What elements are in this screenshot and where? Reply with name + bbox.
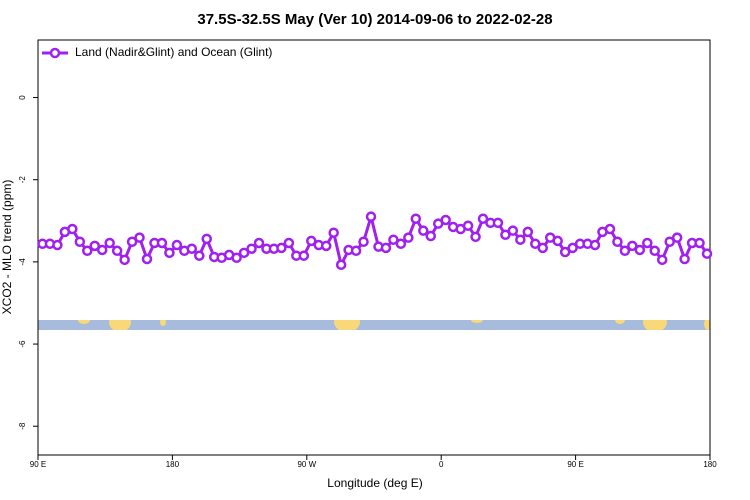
legend-label: Land (Nadir&Glint) and Ocean (Glint) — [75, 45, 272, 59]
data-point — [320, 240, 332, 252]
x-axis-label: Longitude (deg E) — [327, 476, 422, 490]
data-point — [74, 236, 86, 247]
x-tick-label: 180 — [166, 460, 180, 469]
data-point — [283, 237, 295, 249]
data-point — [395, 238, 407, 250]
data-point — [67, 223, 78, 235]
data-point — [134, 232, 145, 243]
data-point — [679, 253, 690, 265]
y-axis-label: XCO2 - MLO trend (ppm) — [0, 180, 14, 315]
data-point — [649, 245, 660, 257]
data-point — [627, 240, 638, 252]
data-point — [492, 217, 504, 229]
data-point — [52, 239, 63, 251]
x-tick-label: 90 E — [567, 460, 583, 469]
data-point — [500, 229, 511, 241]
data-point — [410, 213, 422, 224]
data-point — [126, 236, 138, 247]
data-point — [403, 232, 414, 243]
data-point — [276, 242, 287, 254]
data-point — [104, 237, 115, 249]
data-point — [246, 243, 257, 254]
data-point — [507, 225, 519, 236]
x-tick-label: 180 — [703, 460, 717, 469]
y-tick-label: -8 — [18, 422, 27, 430]
data-point — [186, 243, 198, 254]
data-point — [656, 254, 668, 266]
data-point — [559, 246, 571, 258]
data-point — [253, 237, 265, 249]
data-point — [619, 245, 631, 257]
data-point — [380, 242, 392, 254]
data-point — [612, 236, 623, 247]
data-point — [567, 242, 578, 254]
data-point — [335, 259, 347, 271]
data-point — [119, 254, 130, 266]
data-point — [552, 235, 563, 247]
data-point — [418, 225, 429, 236]
y-tick-label: -4 — [18, 258, 27, 266]
data-point — [440, 214, 451, 226]
data-point — [425, 230, 436, 242]
data-point — [171, 239, 183, 251]
data-point — [350, 245, 362, 257]
data-point — [82, 245, 93, 257]
data-point — [306, 235, 317, 247]
data-point — [604, 223, 616, 235]
data-point — [111, 245, 123, 257]
map-strip — [38, 320, 710, 330]
legend-marker — [49, 47, 61, 59]
chart-title: 37.5S-32.5S May (Ver 10) 2014-09-06 to 2… — [197, 11, 552, 28]
data-point — [298, 250, 310, 261]
x-tick-label: 90 E — [30, 460, 46, 469]
data-point — [477, 213, 489, 224]
data-point — [238, 247, 250, 259]
data-point — [358, 236, 369, 247]
data-point — [537, 242, 548, 254]
data-point — [365, 211, 377, 222]
data-point — [89, 240, 100, 252]
data-point — [156, 237, 168, 249]
data-point — [164, 247, 175, 259]
data-point — [589, 239, 601, 251]
data-point — [194, 250, 205, 261]
data-point — [515, 234, 526, 245]
data-point — [96, 244, 108, 256]
data-point — [694, 237, 705, 249]
x-tick-label: 90 W — [297, 460, 316, 469]
data-point — [231, 252, 242, 264]
plot-frame — [37, 39, 711, 456]
data-point — [522, 226, 534, 238]
y-tick-label: -2 — [18, 176, 27, 184]
data-point — [701, 248, 713, 259]
x-tick-label: 0 — [439, 460, 444, 469]
data-point — [201, 233, 212, 245]
data-point — [634, 244, 646, 256]
y-tick-label: -6 — [18, 340, 27, 348]
data-point — [671, 232, 683, 243]
data-point — [328, 227, 339, 238]
y-tick-label: 0 — [18, 95, 27, 100]
data-point — [530, 238, 541, 250]
data-point — [664, 236, 675, 247]
data-point — [642, 237, 653, 249]
data-point — [141, 253, 153, 265]
data-point — [388, 234, 399, 245]
data-point — [462, 220, 474, 231]
data-point — [470, 231, 481, 243]
